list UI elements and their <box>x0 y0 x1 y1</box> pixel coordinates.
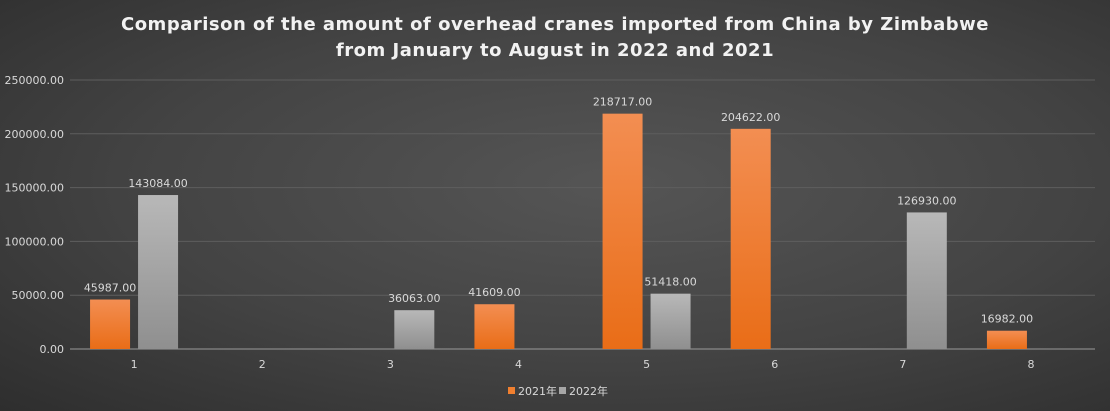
chart-title-line2: from January to August in 2022 and 2021 <box>335 40 775 61</box>
data-label: 204622.00 <box>721 111 781 124</box>
data-label: 41609.00 <box>468 286 521 299</box>
chart-title-line1: Comparison of the amount of overhead cra… <box>120 14 989 35</box>
bar-2022 <box>650 293 691 349</box>
y-tick-label: 150000.00 <box>5 182 65 195</box>
x-tick-label: 7 <box>899 358 906 371</box>
bar-2021 <box>986 330 1027 349</box>
data-label: 218717.00 <box>593 96 653 109</box>
y-tick-label: 50000.00 <box>12 289 65 302</box>
data-label: 45987.00 <box>84 282 137 295</box>
bar-2021 <box>730 128 771 349</box>
chart-title: Comparison of the amount of overhead cra… <box>0 12 1110 64</box>
legend-swatch <box>508 387 515 394</box>
x-tick-label: 5 <box>643 358 650 371</box>
bar-2021 <box>602 113 643 349</box>
y-tick-label: 200000.00 <box>5 128 65 141</box>
legend-label: 2021年 <box>518 384 557 398</box>
data-label: 36063.00 <box>388 292 441 305</box>
data-label: 16982.00 <box>981 313 1034 326</box>
bar-2022 <box>394 310 435 349</box>
legend-swatch <box>559 387 566 394</box>
x-tick-label: 3 <box>387 358 394 371</box>
bar-2021 <box>474 304 515 349</box>
x-tick-label: 4 <box>515 358 522 371</box>
bar-2021 <box>90 299 131 349</box>
x-tick-label: 6 <box>771 358 778 371</box>
y-tick-label: 0.00 <box>40 343 65 356</box>
bar-2022 <box>906 212 947 349</box>
x-tick-label: 1 <box>131 358 138 371</box>
data-label: 51418.00 <box>644 276 697 289</box>
y-tick-label: 100000.00 <box>5 235 65 248</box>
x-tick-label: 8 <box>1027 358 1034 371</box>
bar-2022 <box>138 195 179 349</box>
data-label: 126930.00 <box>897 194 957 207</box>
legend-label: 2022年 <box>569 384 608 398</box>
y-tick-label: 250000.00 <box>5 74 65 87</box>
data-label: 143084.00 <box>128 177 188 190</box>
x-tick-label: 2 <box>259 358 266 371</box>
